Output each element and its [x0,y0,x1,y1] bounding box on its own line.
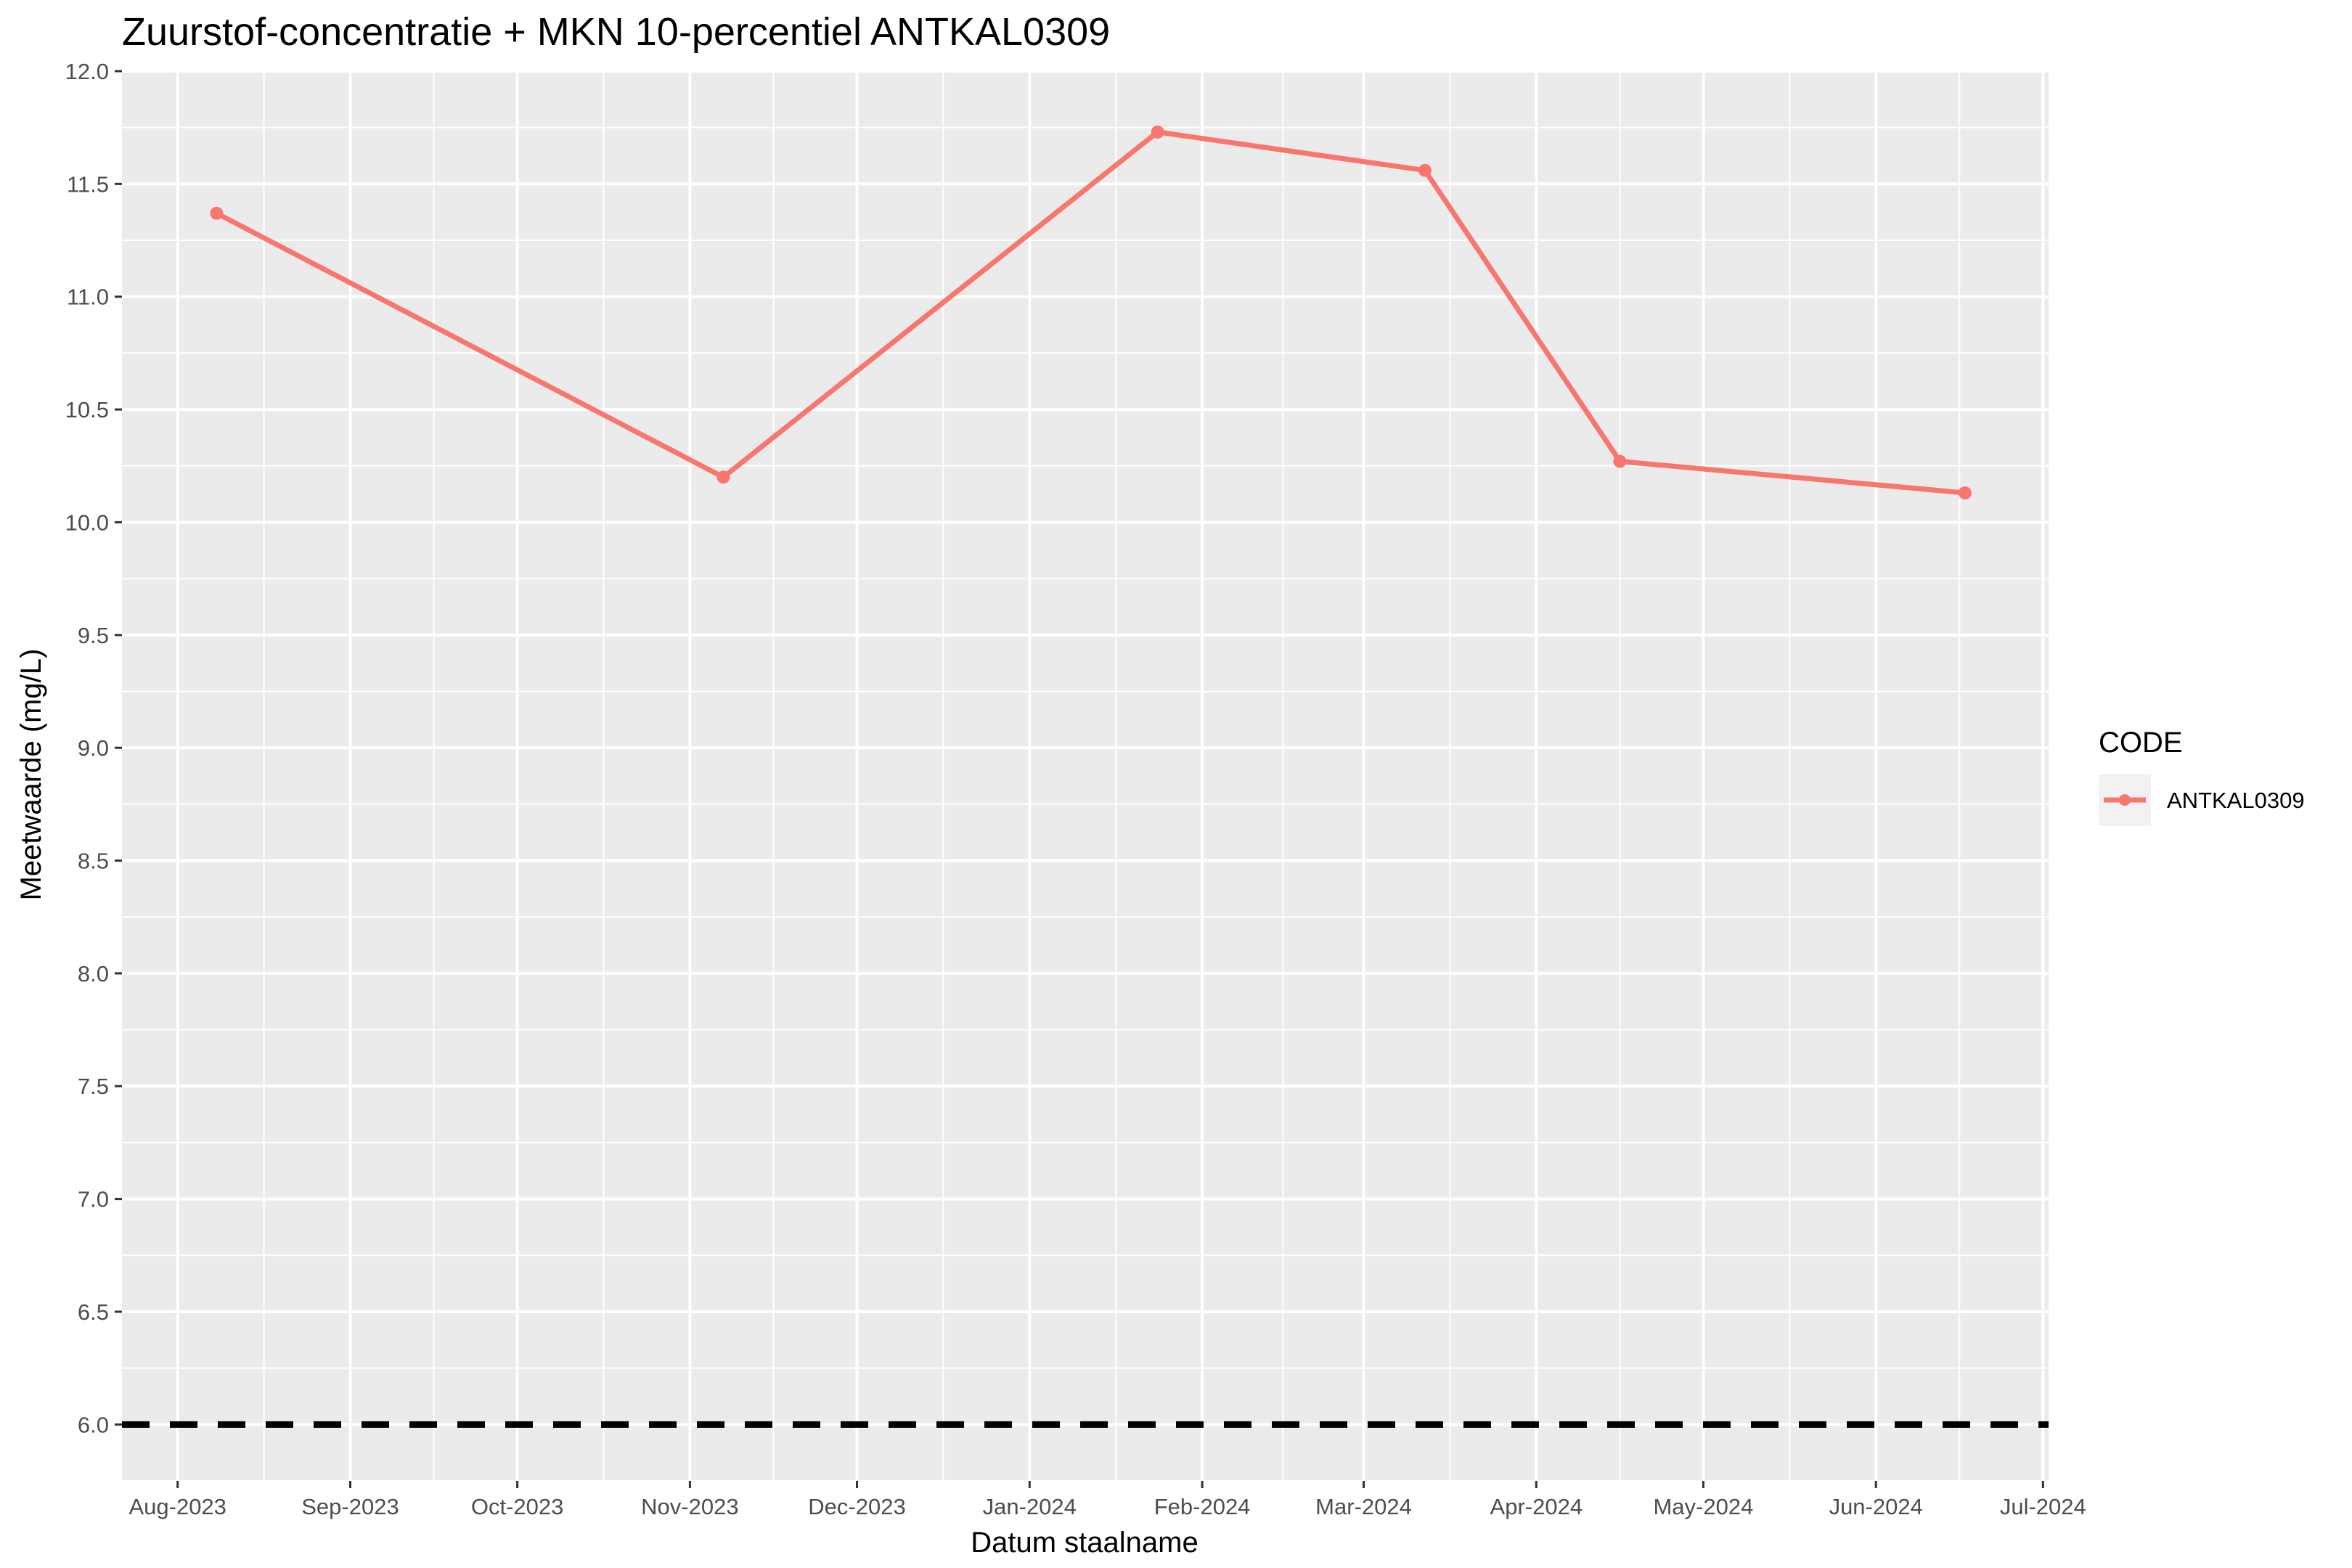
y-tick-label: 9.5 [78,623,109,648]
x-tick-label: May-2024 [1653,1494,1753,1519]
y-tick-label: 7.5 [78,1074,109,1099]
x-tick-label: Jul-2024 [2000,1494,2086,1519]
y-tick-label: 8.0 [78,961,109,987]
y-axis-title: Meetwaarde (mg/L) [15,649,47,901]
y-tick-label: 8.5 [78,849,109,874]
y-tick-label: 11.5 [67,171,109,197]
x-tick-label: Jan-2024 [983,1494,1077,1519]
data-point [1418,163,1432,177]
x-tick-label: Nov-2023 [641,1494,738,1519]
data-point [210,206,224,220]
x-tick-label: Dec-2023 [808,1494,905,1519]
data-point [716,470,730,484]
minor-gridlines [122,71,2049,1482]
x-tick-label: Sep-2023 [301,1494,399,1519]
data-point [1151,125,1164,139]
y-tick-label: 9.0 [78,735,109,761]
y-tick-label: 11.0 [67,285,109,310]
y-tick-label: 12.0 [65,59,109,84]
legend: CODE ANTKAL0309 [2099,727,2305,826]
series-layer [210,125,1972,500]
x-tick-label: Jun-2024 [1829,1494,1923,1519]
series-line [213,129,1968,496]
y-tick-label: 10.5 [65,397,109,422]
chart-title: Zuurstof-concentratie + MKN 10-percentie… [122,10,1110,54]
x-tick-label: Feb-2024 [1154,1494,1251,1519]
data-point [1958,486,1972,500]
x-tick-label: Aug-2023 [128,1494,226,1519]
y-tick-label: 6.0 [78,1412,109,1437]
legend-label-antkal0309: ANTKAL0309 [2167,788,2305,813]
x-axis-title: Datum staalname [971,1527,1198,1559]
axes-layer: 6.0 6.5 7.0 7.5 8.0 8.5 9.0 9.5 10.0 10.5 11.0 11.5… [65,59,2086,1519]
legend-key-point [2119,794,2131,806]
data-point [1613,454,1627,468]
y-tick-label: 7.0 [78,1187,109,1212]
y-tick-label: 6.5 [78,1299,109,1325]
x-tick-label: Apr-2024 [1490,1494,1583,1519]
legend-title: CODE [2099,727,2183,759]
y-tick-label: 10.0 [65,510,109,535]
plot-panel [122,71,2049,1481]
x-tick-label: Oct-2023 [471,1494,564,1519]
x-tick-label: Mar-2024 [1315,1494,1412,1519]
